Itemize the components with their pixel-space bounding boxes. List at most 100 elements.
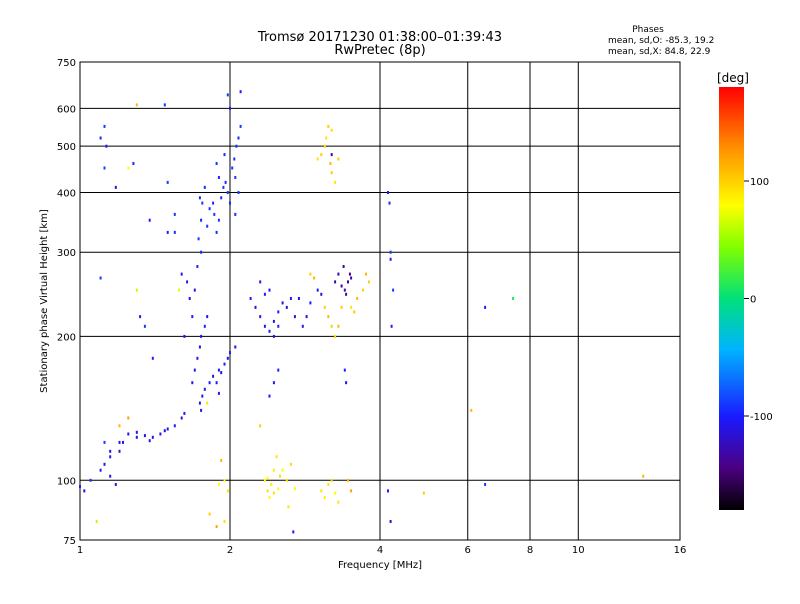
data-point	[266, 476, 269, 480]
data-point	[198, 345, 201, 349]
data-point	[118, 449, 121, 453]
data-point	[183, 411, 186, 415]
colorbar-tick-label: 0	[750, 295, 756, 306]
data-point	[289, 297, 292, 300]
data-point	[103, 440, 106, 444]
data-point	[180, 272, 183, 276]
data-point	[340, 305, 343, 309]
data-point	[287, 505, 290, 509]
data-point	[325, 136, 328, 140]
data-point	[208, 207, 211, 211]
y-tick-label: 200	[57, 332, 76, 343]
data-point	[127, 166, 130, 170]
data-point	[215, 162, 218, 165]
data-point	[139, 315, 142, 319]
data-point	[345, 381, 348, 385]
data-point	[99, 136, 102, 140]
chart-subtitle: RwPretec (8p)	[334, 43, 425, 58]
data-point	[223, 362, 226, 366]
data-point	[327, 315, 330, 319]
stats-line-x: mean, sd,X: 84.8, 22.9	[608, 47, 711, 57]
data-point	[259, 280, 262, 284]
data-point	[263, 324, 266, 328]
data-point	[309, 301, 312, 305]
data-point	[213, 212, 216, 216]
data-point	[334, 334, 337, 338]
data-point	[320, 489, 323, 493]
chart-title: Tromsø 20171230 01:38:00–01:39:43	[257, 30, 502, 45]
points-layer	[79, 90, 645, 534]
data-point	[233, 157, 236, 161]
y-tick-label: 750	[57, 58, 76, 69]
data-point	[272, 468, 275, 472]
data-point	[166, 180, 169, 184]
data-point	[223, 153, 226, 157]
data-point	[83, 489, 86, 493]
data-point	[281, 468, 284, 472]
data-point	[387, 191, 389, 194]
data-point	[105, 144, 108, 148]
data-point	[159, 432, 162, 436]
data-point	[99, 276, 102, 280]
data-point	[193, 288, 196, 292]
data-point	[234, 212, 237, 216]
data-point	[320, 292, 323, 296]
data-point	[330, 128, 333, 132]
data-point	[323, 496, 326, 500]
data-point	[254, 305, 257, 309]
data-point	[151, 356, 154, 360]
data-point	[259, 424, 262, 428]
data-point	[200, 218, 203, 222]
data-point	[305, 315, 308, 319]
data-point	[109, 455, 112, 459]
data-point	[193, 368, 196, 372]
data-point	[239, 124, 242, 128]
data-point	[347, 478, 349, 482]
data-point	[201, 394, 204, 398]
data-point	[203, 324, 206, 328]
data-point	[235, 144, 238, 148]
data-point	[292, 530, 295, 534]
data-point	[148, 218, 151, 222]
data-point	[197, 237, 200, 241]
data-point	[268, 288, 271, 292]
data-point	[163, 103, 166, 107]
data-point	[118, 424, 121, 428]
data-point	[229, 351, 231, 355]
data-point	[224, 180, 227, 184]
data-point	[191, 315, 194, 319]
data-point	[285, 478, 288, 482]
data-point	[266, 489, 269, 493]
data-point	[237, 136, 240, 140]
data-point	[343, 368, 346, 372]
data-point	[217, 176, 220, 179]
data-point	[272, 491, 275, 495]
data-point	[173, 230, 176, 234]
data-point	[237, 191, 240, 194]
x-tick-label: 2	[227, 545, 233, 556]
data-point	[226, 356, 229, 360]
data-point	[343, 288, 346, 292]
colorbar-tick-layer: 100 0 -100	[744, 177, 773, 423]
data-point	[316, 288, 319, 292]
data-point	[340, 284, 343, 288]
data-point	[337, 272, 340, 276]
data-point	[127, 432, 130, 436]
data-point	[330, 171, 333, 175]
data-point	[132, 162, 135, 165]
data-point	[163, 429, 166, 433]
stats-line-o: mean, sd,O: -85.3, 19.2	[608, 36, 714, 46]
data-point	[201, 201, 204, 205]
data-point	[350, 305, 353, 309]
data-point	[135, 288, 138, 292]
data-point	[272, 381, 275, 385]
data-point	[89, 478, 92, 482]
data-point	[327, 483, 330, 486]
data-point	[229, 106, 231, 110]
data-point	[293, 487, 296, 491]
data-point	[217, 483, 220, 486]
data-point	[226, 93, 229, 97]
data-point	[220, 371, 223, 375]
data-point	[323, 144, 326, 148]
